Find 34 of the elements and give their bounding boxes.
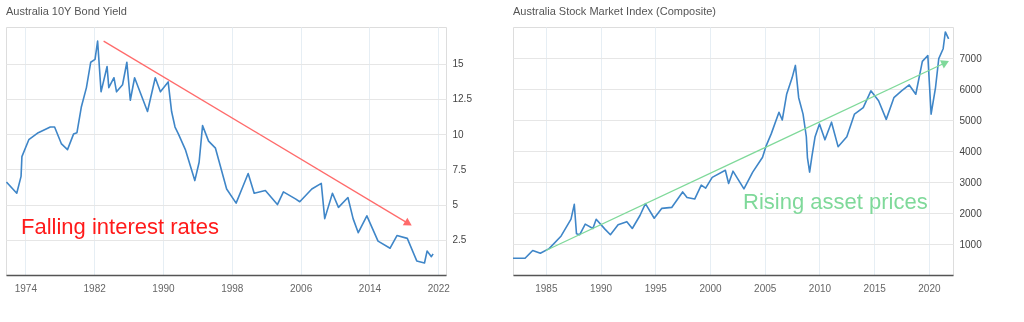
chart-title: Australia 10Y Bond Yield	[6, 5, 127, 17]
x-tick-label: 1985	[535, 282, 558, 294]
x-tick-label: 1982	[83, 282, 107, 294]
y-tick-label: 5000	[959, 114, 983, 126]
x-tick-label: 2015	[863, 282, 887, 294]
y-tick-label: 1000	[959, 238, 983, 250]
line-series	[513, 31, 950, 260]
y-tick-label: 10	[452, 128, 465, 140]
annotation: Falling interest rates	[21, 214, 220, 239]
x-tick-label: 2006	[290, 282, 313, 294]
chart-title: Australia Stock Market Index (Composite)	[513, 5, 716, 17]
line-series	[6, 40, 434, 264]
x-tick-label: 1995	[644, 282, 668, 294]
y-tick-label: 3000	[959, 176, 983, 188]
x-tick-label: 2010	[808, 282, 832, 294]
x-tick-label: 2020	[918, 282, 941, 294]
x-tick-label: 2014	[358, 282, 382, 294]
x-tick-label: 2022	[427, 282, 451, 294]
x-tick-label: 2005	[754, 282, 777, 294]
x-tick-label: 2000	[699, 282, 723, 294]
y-tick-label: 2000	[959, 207, 983, 219]
x-tick-label: 1990	[589, 282, 613, 294]
y-tick-label: 7000	[959, 52, 983, 64]
y-tick-label: 7.5	[452, 163, 467, 175]
x-tick-label: 1974	[14, 282, 38, 294]
y-tick-label: 5	[452, 199, 459, 211]
x-tick-label: 1998	[221, 282, 244, 294]
y-tick-label: 2.5	[452, 234, 467, 246]
y-tick-label: 15	[452, 58, 465, 70]
y-tick-label: 12.5	[452, 93, 473, 105]
annotation: Rising asset prices	[743, 189, 928, 214]
x-tick-label: 1990	[152, 282, 176, 294]
y-tick-label: 4000	[959, 145, 983, 157]
y-tick-label: 6000	[959, 83, 983, 95]
